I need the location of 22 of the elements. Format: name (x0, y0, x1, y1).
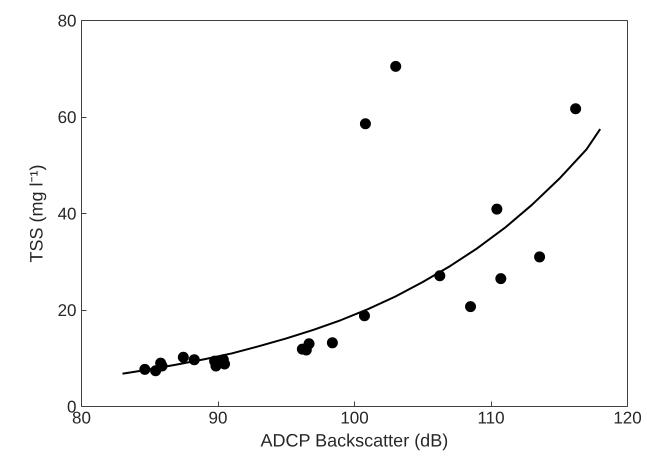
point (360, 118, 371, 130)
point (491, 204, 502, 215)
point (326, 337, 338, 348)
x-tick-label: 110 (477, 408, 505, 428)
y-tick-label: 40 (58, 204, 77, 224)
line-series (121, 128, 602, 375)
y-tick-label: 60 (58, 108, 77, 127)
point (570, 103, 582, 114)
point (465, 301, 476, 312)
point (390, 60, 402, 72)
point (178, 352, 189, 363)
x-axis-title: ADCP Backscatter (dB) (260, 430, 448, 450)
point (304, 338, 315, 350)
y-tick-label: 20 (58, 301, 77, 320)
point (495, 273, 506, 284)
y-tick-label: 80 (58, 12, 77, 30)
x-tick-label: 90 (208, 408, 228, 428)
x-tick-label: 100 (340, 408, 369, 428)
point (534, 251, 546, 262)
x-tick-label: 120 (613, 408, 642, 428)
point (358, 310, 370, 322)
y-axis-title: TSS (mg l⁻¹) (26, 164, 47, 262)
